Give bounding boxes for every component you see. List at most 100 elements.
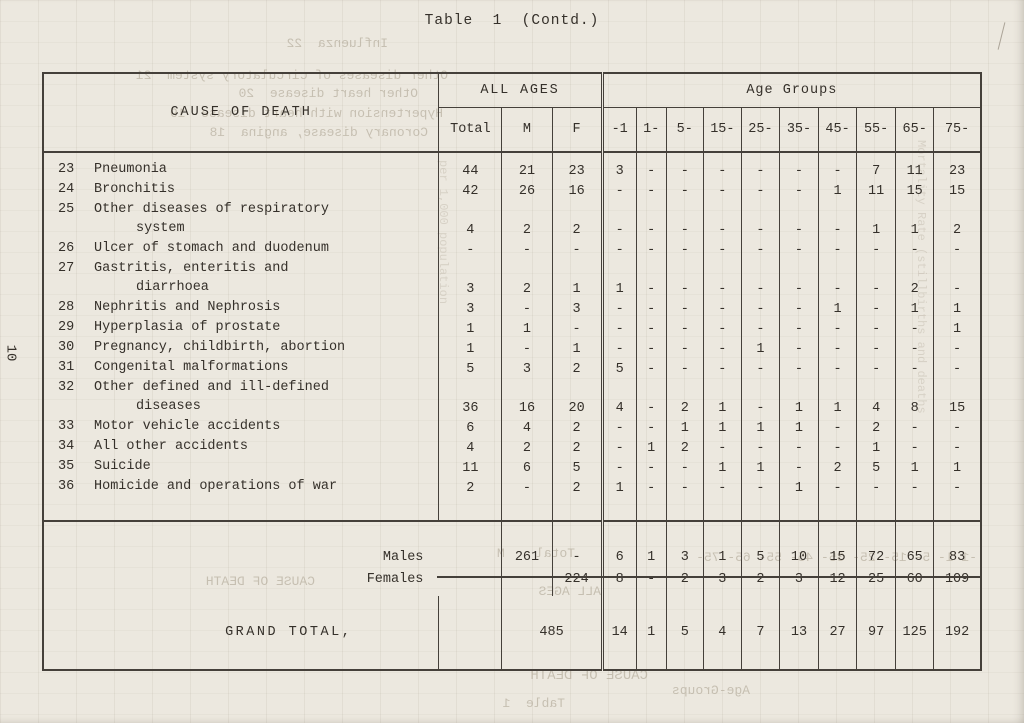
cell-age-6: - [818,239,857,259]
cell-age-1: - [635,338,667,358]
spacer-cell [501,497,553,521]
cell-age-3: - [702,358,742,378]
cell-age-1: - [635,200,667,239]
cell-age-9: 1 [933,457,981,477]
cell-age-2: - [665,457,704,477]
grand-total-age-4: 7 [740,596,780,670]
cell-age-2: - [665,338,704,358]
cell-age-3: 1 [702,457,742,477]
cell-age-3: - [702,200,742,239]
cell-age-5: - [778,358,819,378]
cell-male: 4 [501,417,553,437]
cell-age-5: - [778,437,819,457]
spacer-cell [818,152,857,160]
cell-age-7: - [856,318,896,338]
spacer-cell [856,497,896,521]
cell-female: 2 [551,477,603,497]
cell-age-3: - [702,239,742,259]
cell-total: 36 [438,378,502,417]
cause-cell: 27 Gastritis, enteritis and diarrhoea [43,259,439,298]
cell-female: 23 [551,160,603,180]
cell-age-9: - [933,437,981,457]
col-header-all-ages: ALL AGES [438,73,603,108]
cell-age-4: 1 [740,338,780,358]
col-header-age-5: 35- [778,107,819,153]
spacer-cell [895,497,934,521]
cell-age-8: - [895,477,934,497]
summary-labels: Males Females [43,520,502,596]
cell-age-8: 2 [895,259,934,298]
cause-line: 25 Other diseases of respiratory [58,200,438,219]
cause-cell: 23 Pneumonia [43,160,439,180]
females-age-value: 12 [829,572,846,587]
spacer-cell [740,152,780,160]
cell-age-4: - [740,298,780,318]
cause-text: All other accidents [94,439,248,454]
cause-text: Gastritis, enteritis and [94,261,289,276]
row-number: 31 [58,360,75,375]
cell-age-0: 3 [600,160,637,180]
row-number: 36 [58,479,75,494]
grand-total-age-0: 14 [600,596,637,670]
grand-total-age-8: 125 [895,596,934,670]
cause-cell: 28 Nephritis and Nephrosis [43,298,439,318]
cell-age-7: - [856,338,896,358]
summary-divider-line [437,576,982,578]
cell-age-7: 7 [856,160,896,180]
cell-age-1: - [635,378,667,417]
cell-age-8: - [895,358,934,378]
cell-male: 26 [501,180,553,200]
cell-total: 4 [438,437,502,457]
cause-line: 29 Hyperplasia of prostate [58,318,438,337]
cell-female: - [551,239,603,259]
cause-text: Motor vehicle accidents [94,419,281,434]
cell-age-9: 15 [933,180,981,200]
cell-age-4: 1 [740,457,780,477]
cell-male: 6 [501,457,553,477]
cell-total: 2 [438,477,502,497]
table-row: 32 Other defined and ill-defined diseases 3… [43,378,981,417]
cell-age-2: - [665,160,704,180]
cell-age-6: 1 [818,378,857,417]
cell-age-7: 11 [856,180,896,200]
cell-age-1: - [635,477,667,497]
page-number: 10 [2,344,19,362]
cause-cell: 31 Congenital malformations [43,358,439,378]
cause-cell: 36 Homicide and operations of war [43,477,439,497]
cell-age-6: - [818,437,857,457]
cell-age-6: - [818,477,857,497]
females-total: 224 [564,572,589,587]
cause-cell: 33 Motor vehicle accidents [43,417,439,437]
col-header-age-2: 5- [665,107,704,153]
females-age-value: - [647,572,656,587]
cell-male: 3 [501,358,553,378]
row-number: 33 [58,419,75,434]
summary-row-males-females: Males Females 261 -224 6 8 1-3 2 1 3 5 2 10 3 15 12 72 2… [43,520,981,596]
grand-total-age-9: 192 [933,596,981,670]
cell-age-4: - [740,318,780,338]
mortality-table: CAUSE OF DEATH ALL AGES Age Groups Total… [42,72,982,671]
males-age-value: 3 [680,550,689,565]
col-header-age-6: 45- [818,107,857,153]
row-number: 27 [58,261,75,276]
cell-total: 3 [438,298,502,318]
cell-age-0: - [600,200,637,239]
males-age-value: 1 [647,550,656,565]
bleedthrough-text: Table 1 [502,696,565,711]
summary-age-1: 1- [635,520,667,596]
cause-line: 27 Gastritis, enteritis and [58,259,438,278]
cell-age-6: - [818,338,857,358]
cell-age-4: 1 [740,417,780,437]
row-number: 29 [58,320,75,335]
spacer-row [43,497,981,521]
cell-female: 1 [551,259,603,298]
cell-age-0: 5 [600,358,637,378]
cell-age-4: - [740,180,780,200]
cell-age-7: 1 [856,200,896,239]
table-row: 28 Nephritis and Nephrosis 3-3- - - - - -1-1 1 [43,298,981,318]
summary-cell-male-total: 261 [501,520,553,596]
col-header-age-3: 15- [702,107,742,153]
cell-total: 1 [438,318,502,338]
summary-label-males: Males [382,550,424,565]
